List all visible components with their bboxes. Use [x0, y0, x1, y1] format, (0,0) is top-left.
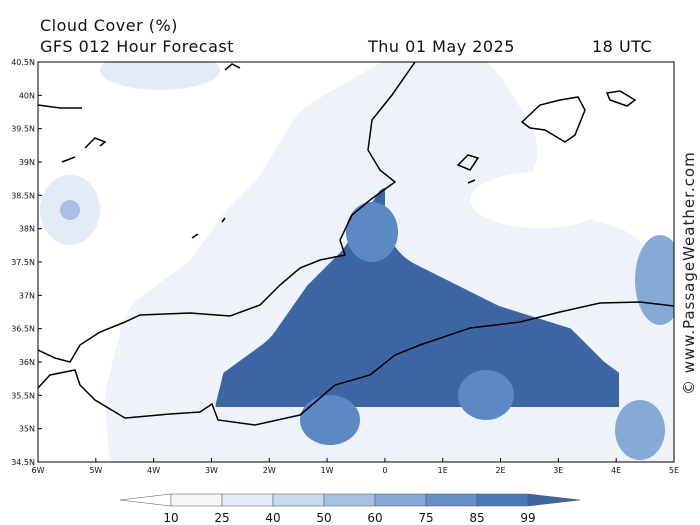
lat-label: 39N: [19, 158, 35, 167]
lat-label: 36.5N: [11, 325, 35, 334]
lat-label: 36N: [19, 358, 35, 367]
colorbar-label: 75: [418, 511, 433, 525]
lat-label: 38N: [19, 225, 35, 234]
lon-label: 1E: [438, 466, 448, 475]
lat-label: 40N: [19, 91, 35, 100]
colorbar-label: 25: [214, 511, 229, 525]
time: 18 UTC: [592, 37, 652, 56]
watermark: © www.PassageWeather.com: [680, 151, 698, 395]
lon-label: 2W: [263, 466, 276, 475]
lon-label: 5E: [669, 466, 679, 475]
date: Thu 01 May 2025: [367, 37, 515, 56]
lon-label: 3E: [553, 466, 563, 475]
colorbar-label: 50: [316, 511, 331, 525]
lat-label: 35.5N: [11, 391, 35, 400]
lat-label: 37.5N: [11, 258, 35, 267]
colorbar-label: 85: [469, 511, 484, 525]
lon-label: 0: [382, 466, 387, 475]
lon-label: 4E: [611, 466, 621, 475]
lat-label: 39.5N: [11, 125, 35, 134]
subtitle: GFS 012 Hour Forecast: [40, 37, 234, 56]
colorbar-label: 40: [265, 511, 280, 525]
lat-label: 38.5N: [11, 191, 35, 200]
lon-label: 5W: [89, 466, 102, 475]
lon-label: 4W: [147, 466, 160, 475]
lon-label: 1W: [321, 466, 334, 475]
lat-label: 40.5N: [11, 58, 35, 67]
colorbar-label: 60: [367, 511, 382, 525]
colorbar: [119, 493, 581, 507]
lat-label: 35N: [19, 425, 35, 434]
colorbar-label: 99: [520, 511, 535, 525]
lat-label: 34.5N: [11, 458, 35, 467]
lon-label: 6W: [32, 466, 45, 475]
colorbar-label: 10: [163, 511, 178, 525]
lon-label: 2E: [495, 466, 505, 475]
cloud-field: [38, 62, 674, 462]
lat-label: 37N: [19, 291, 35, 300]
lon-label: 3W: [205, 466, 218, 475]
title: Cloud Cover (%): [40, 16, 178, 35]
